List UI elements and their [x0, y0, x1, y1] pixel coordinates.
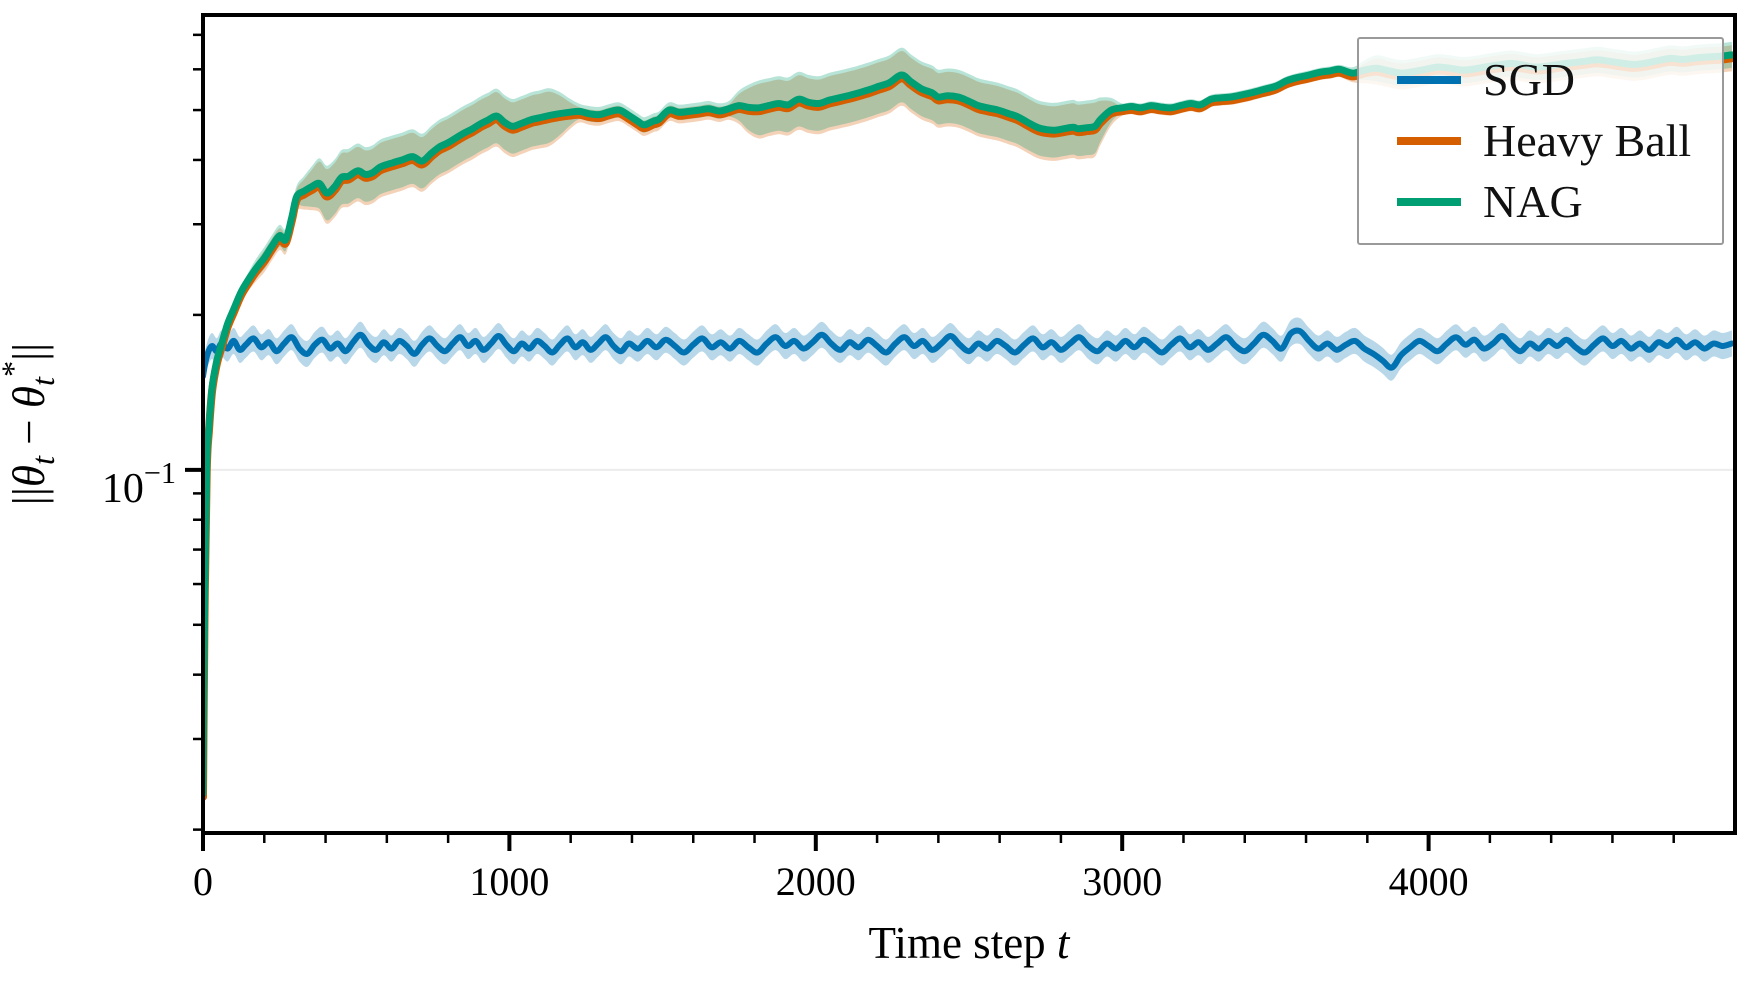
legend-line-swatch [1397, 198, 1461, 207]
series-line-sgd [203, 327, 1735, 380]
legend: SGD Heavy Ball NAG [1357, 37, 1724, 245]
legend-line-swatch [1397, 75, 1461, 84]
legend-line-swatch [1397, 136, 1461, 145]
x-tick-label: 1000 [469, 859, 549, 904]
x-tick-label: 4000 [1389, 859, 1469, 904]
legend-item-nag: NAG [1397, 179, 1722, 225]
legend-item-heavy-ball: Heavy Ball [1397, 114, 1722, 166]
legend-item-label: NAG [1483, 176, 1583, 228]
y-tick-label: 10−1 [102, 456, 176, 512]
x-tick-label: 0 [193, 859, 213, 904]
legend-item-label: SGD [1483, 53, 1576, 105]
y-axis-label: ||θt − θt*|| [0, 343, 62, 505]
legend-item-label: Heavy Ball [1483, 114, 1692, 166]
x-tick-label: 3000 [1082, 859, 1162, 904]
legend-item-sgd: SGD [1397, 53, 1722, 105]
plot-border [201, 13, 1737, 835]
x-tick-label: 2000 [776, 859, 856, 904]
x-axis-label: Time step t [869, 918, 1071, 968]
